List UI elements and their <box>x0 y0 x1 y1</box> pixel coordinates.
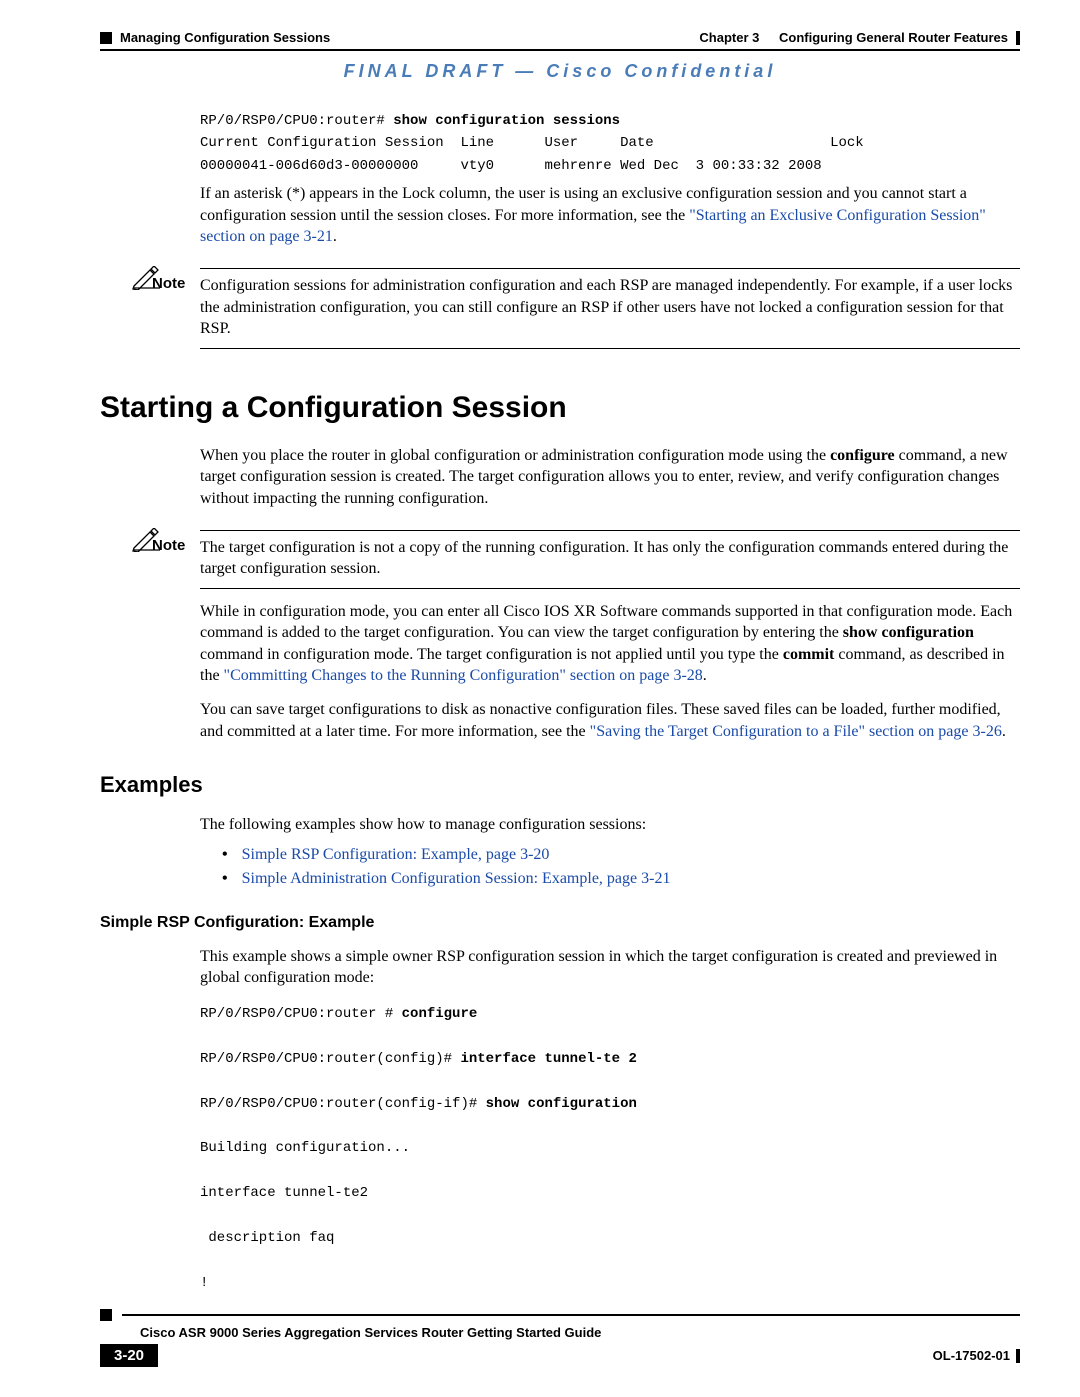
examples-list: •Simple RSP Configuration: Example, page… <box>222 846 1020 888</box>
page-footer: Cisco ASR 9000 Series Aggregation Servic… <box>100 1309 1020 1367</box>
header-section: Managing Configuration Sessions <box>120 30 330 45</box>
paragraph-configure: When you place the router in global conf… <box>200 445 1020 510</box>
terminal-output-2: RP/0/RSP0/CPU0:router # configure RP/0/R… <box>200 1003 1020 1294</box>
link-saving[interactable]: "Saving the Target Configuration to a Fi… <box>590 723 1002 740</box>
terminal-output-1: RP/0/RSP0/CPU0:router# show configuratio… <box>200 110 1020 177</box>
page-header: Managing Configuration Sessions Chapter … <box>100 30 1020 45</box>
footer-doc-id: OL-17502-01 <box>933 1348 1010 1363</box>
heading-simple-rsp: Simple RSP Configuration: Example <box>100 914 1020 932</box>
heading-starting-config: Starting a Configuration Session <box>100 391 1020 425</box>
footer-doc-title: Cisco ASR 9000 Series Aggregation Servic… <box>140 1325 1020 1340</box>
header-chapter-title: Configuring General Router Features <box>779 30 1008 45</box>
footer-square-icon <box>100 1309 112 1321</box>
note-text-2: The target configuration is not a copy o… <box>200 537 1020 580</box>
note-block-2: Note The target configuration is not a c… <box>200 530 1020 589</box>
link-committing[interactable]: "Committing Changes to the Running Confi… <box>224 667 703 684</box>
note-block-1: Note Configuration sessions for administ… <box>200 268 1020 349</box>
header-chapter: Chapter 3 <box>699 30 759 45</box>
header-bar-icon <box>1016 31 1020 45</box>
examples-intro: The following examples show how to manag… <box>200 814 1020 836</box>
note-label: Note <box>152 537 185 554</box>
link-example-admin[interactable]: Simple Administration Configuration Sess… <box>242 870 671 888</box>
paragraph-commands: While in configuration mode, you can ent… <box>200 601 1020 687</box>
page-number: 3-20 <box>100 1344 158 1367</box>
paragraph-asterisk: If an asterisk (*) appears in the Lock c… <box>200 183 1020 248</box>
note-label: Note <box>152 275 185 292</box>
footer-bar-icon <box>1016 1349 1020 1363</box>
confidential-banner: FINAL DRAFT — Cisco Confidential <box>100 61 1020 82</box>
header-divider <box>100 49 1020 51</box>
example-intro-text: This example shows a simple owner RSP co… <box>200 946 1020 989</box>
header-square-icon <box>100 32 112 44</box>
paragraph-save: You can save target configurations to di… <box>200 699 1020 742</box>
note-text-1: Configuration sessions for administratio… <box>200 275 1020 340</box>
link-example-rsp[interactable]: Simple RSP Configuration: Example, page … <box>242 846 550 864</box>
heading-examples: Examples <box>100 772 1020 798</box>
